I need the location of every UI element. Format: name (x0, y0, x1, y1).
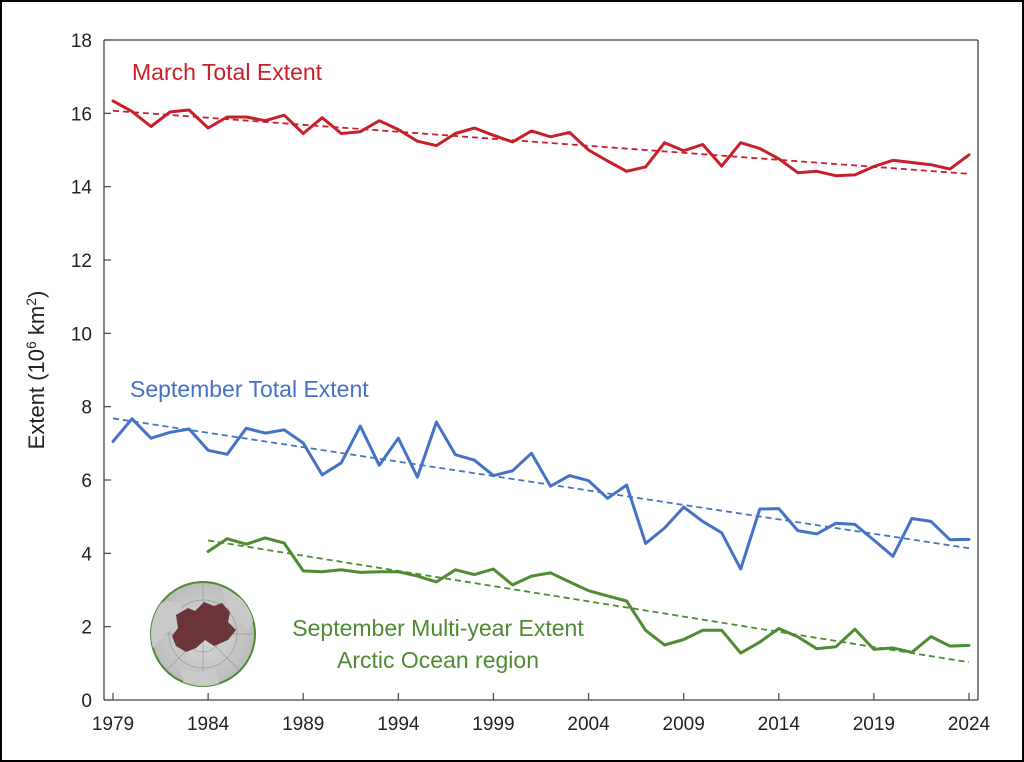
y-tick-label-2: 2 (81, 618, 92, 639)
x-tick-label-1979: 1979 (92, 714, 134, 735)
x-tick-label-1989: 1989 (282, 714, 324, 735)
arctic-globe-map (150, 581, 256, 687)
y-axis-label-sup2: 2 (23, 298, 39, 306)
y-tick-label-10: 10 (71, 324, 92, 345)
y-axis-label-main: Extent (10 (24, 349, 49, 449)
september-total-series-line (111, 417, 971, 571)
september-total-trend-line (112, 417, 970, 550)
september-multiyear-trend-line (207, 539, 970, 664)
x-tick-label-1994: 1994 (377, 714, 420, 735)
x-tick-label-1984: 1984 (187, 714, 230, 735)
x-tick-label-2014: 2014 (758, 714, 801, 735)
y-tick-label-4: 4 (81, 544, 92, 565)
y-axis-label-close: ) (24, 291, 49, 298)
multiyear-ice-shape (172, 602, 236, 652)
y-tick-label-0: 0 (81, 691, 92, 712)
x-tick-label-2004: 2004 (567, 714, 610, 735)
annotation-multiyear-region: Arctic Ocean region (337, 647, 539, 673)
annotation-september: September Total Extent (130, 376, 369, 402)
y-tick-label-12: 12 (71, 251, 92, 272)
september-multiyear-series-line (206, 536, 971, 655)
y-tick-label-16: 16 (71, 104, 92, 125)
annotation-multiyear: September Multi-year Extent (292, 615, 584, 641)
y-tick-label-18: 18 (71, 31, 92, 52)
x-tick-label-1999: 1999 (472, 714, 514, 735)
march-total-trend-line (112, 109, 970, 175)
march-total-series-line (111, 99, 971, 178)
y-tick-label-6: 6 (81, 471, 92, 492)
y-axis-label-unit: km (24, 306, 49, 341)
globe-land-shading (151, 588, 255, 686)
annotation-march: March Total Extent (132, 59, 323, 85)
y-axis-label: Extent (106 km2) (23, 291, 49, 450)
y-tick-label-8: 8 (81, 398, 92, 419)
y-tick-label-14: 14 (71, 178, 93, 199)
y-axis-label-sup: 6 (23, 341, 39, 349)
x-tick-label-2009: 2009 (663, 714, 705, 735)
x-tick-label-2024: 2024 (948, 714, 991, 735)
x-tick-label-2019: 2019 (853, 714, 895, 735)
